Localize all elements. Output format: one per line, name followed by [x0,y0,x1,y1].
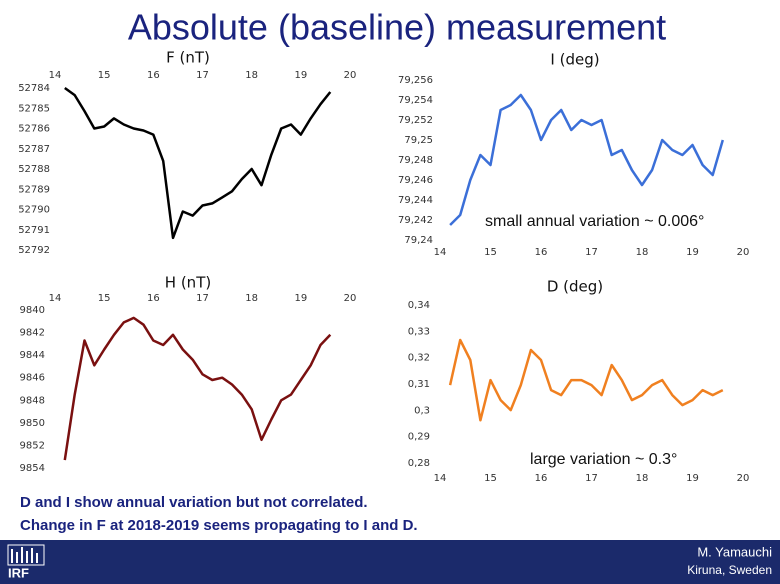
logo-bars [11,547,38,563]
x-tick-label: 18 [636,473,649,484]
series-line [449,93,725,226]
chart-title: D (deg) [547,278,603,296]
x-tick-label: 17 [196,293,209,304]
x-tick-label: 20 [737,247,750,258]
x-tick-label: 19 [294,70,307,81]
series-line [63,316,332,461]
logo-mark [7,544,45,566]
x-tick-label: 16 [147,70,160,81]
x-tick-label: 20 [344,293,357,304]
y-tick-label: 0,33 [408,326,430,337]
y-tick-label: 0,31 [408,379,430,390]
y-tick-label: 79,254 [398,95,433,106]
y-tick-label: 79,256 [398,75,433,86]
annotation: small annual variation ~ 0.006° [485,213,704,230]
x-tick-label: 17 [585,473,598,484]
y-tick-label: 9842 [20,328,45,339]
x-tick-label: 15 [98,293,111,304]
chart-title: F (nT) [166,49,210,67]
y-tick-label: 79,244 [398,195,433,206]
x-tick-label: 16 [147,293,160,304]
y-tick-label: 9852 [20,440,45,451]
x-tick-label: 14 [49,70,62,81]
y-tick-label: 52792 [18,245,50,256]
x-tick-label: 16 [535,473,548,484]
y-tick-label: 9844 [20,350,45,361]
y-tick-label: 52784 [18,83,50,94]
x-tick-label: 19 [294,293,307,304]
y-tick-label: 52787 [18,144,50,155]
y-tick-label: 52786 [18,124,50,135]
x-tick-label: 19 [686,247,699,258]
y-tick-label: 9840 [20,305,45,316]
place: Kiruna, Sweden [687,563,772,577]
y-tick-label: 0,29 [408,432,430,443]
x-tick-label: 17 [585,247,598,258]
x-tick-label: 14 [434,473,447,484]
x-tick-label: 18 [245,293,258,304]
author: M. Yamauchi [697,544,772,559]
y-tick-label: 9846 [20,373,45,384]
y-tick-label: 79,252 [398,115,433,126]
y-tick-label: 79,248 [398,155,433,166]
y-tick-label: 52789 [18,184,50,195]
y-tick-label: 0,34 [408,300,430,311]
y-tick-label: 79,242 [398,215,433,226]
x-tick-label: 20 [344,70,357,81]
y-tick-label: 52790 [18,205,50,216]
y-tick-label: 52785 [18,103,50,114]
y-tick-label: 79,246 [398,175,433,186]
y-tick-label: 52791 [18,225,50,236]
note: D and I show annual variation but not co… [20,494,368,511]
chart-title: I (deg) [550,51,599,69]
y-tick-label: 0,28 [408,458,430,469]
x-tick-label: 18 [245,70,258,81]
x-tick-label: 18 [636,247,649,258]
y-tick-label: 79,25 [404,135,433,146]
y-tick-label: 9850 [20,418,45,429]
chart-title: H (nT) [165,274,211,292]
y-tick-label: 52788 [18,164,50,175]
series-line [64,86,332,240]
series-line [448,338,724,422]
y-tick-label: 0,32 [408,353,430,364]
y-tick-label: 0,3 [414,405,430,416]
x-tick-label: 15 [484,473,497,484]
x-tick-label: 16 [535,247,548,258]
logo-text: IRF [8,565,29,580]
x-tick-label: 20 [737,473,750,484]
annotation: large variation ~ 0.3° [530,451,677,468]
logo: IRF [7,544,45,580]
footer-bar [0,540,780,584]
x-tick-label: 14 [434,247,447,258]
x-tick-label: 14 [49,293,62,304]
x-tick-label: 17 [196,70,209,81]
note: Change in F at 2018-2019 seems propagati… [20,517,418,534]
x-tick-label: 15 [98,70,111,81]
x-tick-label: 15 [484,247,497,258]
slide-title: Absolute (baseline) measurement [128,7,666,48]
y-tick-label: 9848 [20,395,45,406]
y-tick-label: 79,24 [404,235,433,246]
y-tick-label: 9854 [20,463,45,474]
x-tick-label: 19 [686,473,699,484]
